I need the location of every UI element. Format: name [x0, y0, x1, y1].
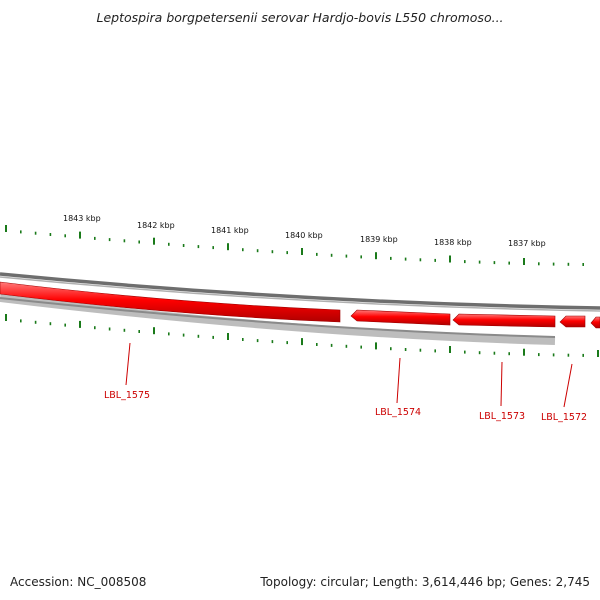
gene-label-lbl-1572[interactable]: LBL_1572 [541, 412, 587, 423]
gene-label-lbl-1574[interactable]: LBL_1574 [375, 407, 421, 418]
gene-next[interactable] [590, 316, 600, 329]
gene-lbl-1575[interactable] [0, 281, 341, 323]
accession-label: Accession: NC_008508 [10, 575, 147, 589]
backbone-outer-highlight [0, 276, 600, 312]
gene-lbl-1573[interactable] [452, 313, 556, 328]
topology-summary: Topology: circular; Length: 3,614,446 bp… [260, 575, 590, 589]
kbp-label-1839: 1839 kbp [360, 235, 398, 244]
leader-lbl-1572 [563, 363, 573, 408]
kbp-label-1837: 1837 kbp [508, 239, 546, 248]
map-title: Leptospira borgpetersenii serovar Hardjo… [96, 10, 504, 25]
ruler-ticks-bottom [5, 314, 599, 357]
gene-lbl-1572[interactable] [559, 315, 586, 328]
kbp-label-1842: 1842 kbp [137, 221, 175, 230]
backbone-outer [0, 272, 600, 310]
backbone-inner-edge [0, 297, 556, 338]
leader-lbl-1575 [125, 342, 131, 386]
kbp-label-1840: 1840 kbp [285, 231, 323, 240]
gene-lbl-1574[interactable] [350, 309, 451, 326]
gene-label-lbl-1573[interactable]: LBL_1573 [479, 411, 525, 422]
kbp-label-1838: 1838 kbp [434, 238, 472, 247]
backbone-inner [0, 294, 556, 345]
kbp-label-1841: 1841 kbp [211, 226, 249, 235]
gene-leaders [125, 342, 573, 408]
ruler-ticks-top [5, 225, 585, 266]
gene-labels: LBL_1575 LBL_1574 LBL_1573 LBL_1572 [104, 390, 587, 423]
kbp-labels: 1843 kbp 1842 kbp 1841 kbp 1840 kbp 1839… [63, 214, 546, 248]
gene-label-lbl-1575[interactable]: LBL_1575 [104, 390, 150, 401]
leader-lbl-1573 [500, 361, 503, 407]
kbp-label-1843: 1843 kbp [63, 214, 101, 223]
leader-lbl-1574 [396, 357, 401, 404]
